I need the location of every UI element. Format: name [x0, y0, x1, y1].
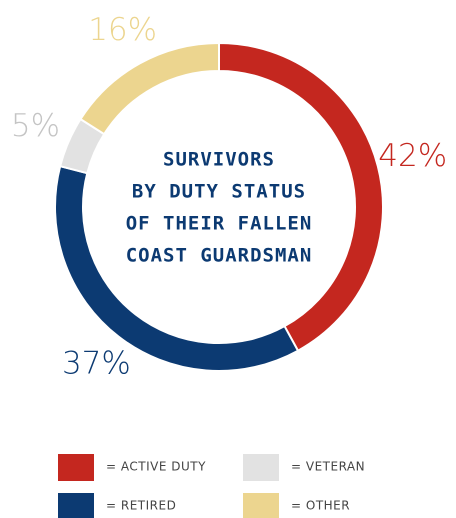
title-line: COAST GUARDSMAN	[126, 245, 313, 267]
donut-segment	[79, 41, 220, 136]
legend-swatch	[243, 454, 279, 481]
legend-label: = OTHER	[291, 499, 350, 513]
data-label: 5%	[11, 108, 60, 144]
legend-swatch	[58, 454, 94, 481]
legend-label: = RETIRED	[106, 499, 176, 513]
data-label: 16%	[88, 12, 157, 48]
legend-label: = VETERAN	[291, 460, 365, 474]
title-line: SURVIVORS	[163, 149, 275, 171]
legend-swatch	[58, 493, 94, 518]
data-label: 42%	[378, 138, 447, 174]
title-line: OF THEIR FALLEN	[126, 213, 313, 235]
legend-label: = ACTIVE DUTY	[106, 460, 206, 474]
title-line: BY DUTY STATUS	[132, 181, 306, 203]
legend-swatch	[243, 493, 279, 518]
data-label: 37%	[62, 346, 131, 382]
